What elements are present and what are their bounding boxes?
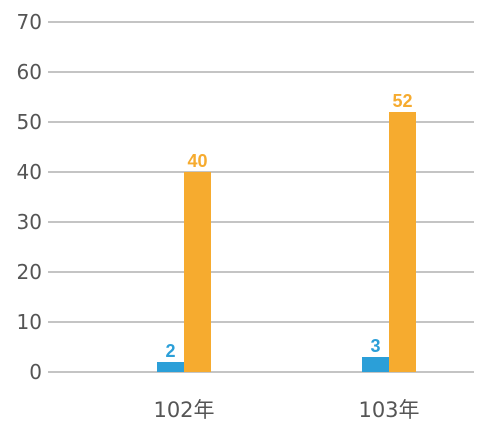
y-tick-label: 30 bbox=[17, 210, 42, 234]
y-tick-label: 70 bbox=[17, 10, 42, 34]
bar-series-1-2 bbox=[362, 357, 389, 372]
data-label: 52 bbox=[392, 91, 412, 111]
y-tick-label: 50 bbox=[17, 110, 42, 134]
bar-series-2-2 bbox=[389, 112, 416, 372]
x-category-label: 102年 bbox=[153, 398, 214, 422]
y-tick-label: 20 bbox=[17, 260, 42, 284]
y-tick-label: 40 bbox=[17, 160, 42, 184]
bars bbox=[157, 112, 416, 372]
data-label: 40 bbox=[187, 151, 207, 171]
y-tick-label: 10 bbox=[17, 310, 42, 334]
data-label: 3 bbox=[370, 336, 380, 356]
x-axis-category-labels: 102年 103年 bbox=[153, 398, 419, 422]
data-label: 2 bbox=[165, 341, 175, 361]
y-axis-tick-labels: 0 10 20 30 40 50 60 70 bbox=[17, 10, 42, 384]
bar-series-1-1 bbox=[157, 362, 184, 372]
x-category-label: 103年 bbox=[358, 398, 419, 422]
grid-lines bbox=[48, 21, 474, 373]
y-tick-label: 0 bbox=[29, 360, 42, 384]
bar-series-2-1 bbox=[184, 172, 211, 372]
data-labels: 2 40 3 52 bbox=[165, 91, 412, 361]
y-tick-label: 60 bbox=[17, 60, 42, 84]
